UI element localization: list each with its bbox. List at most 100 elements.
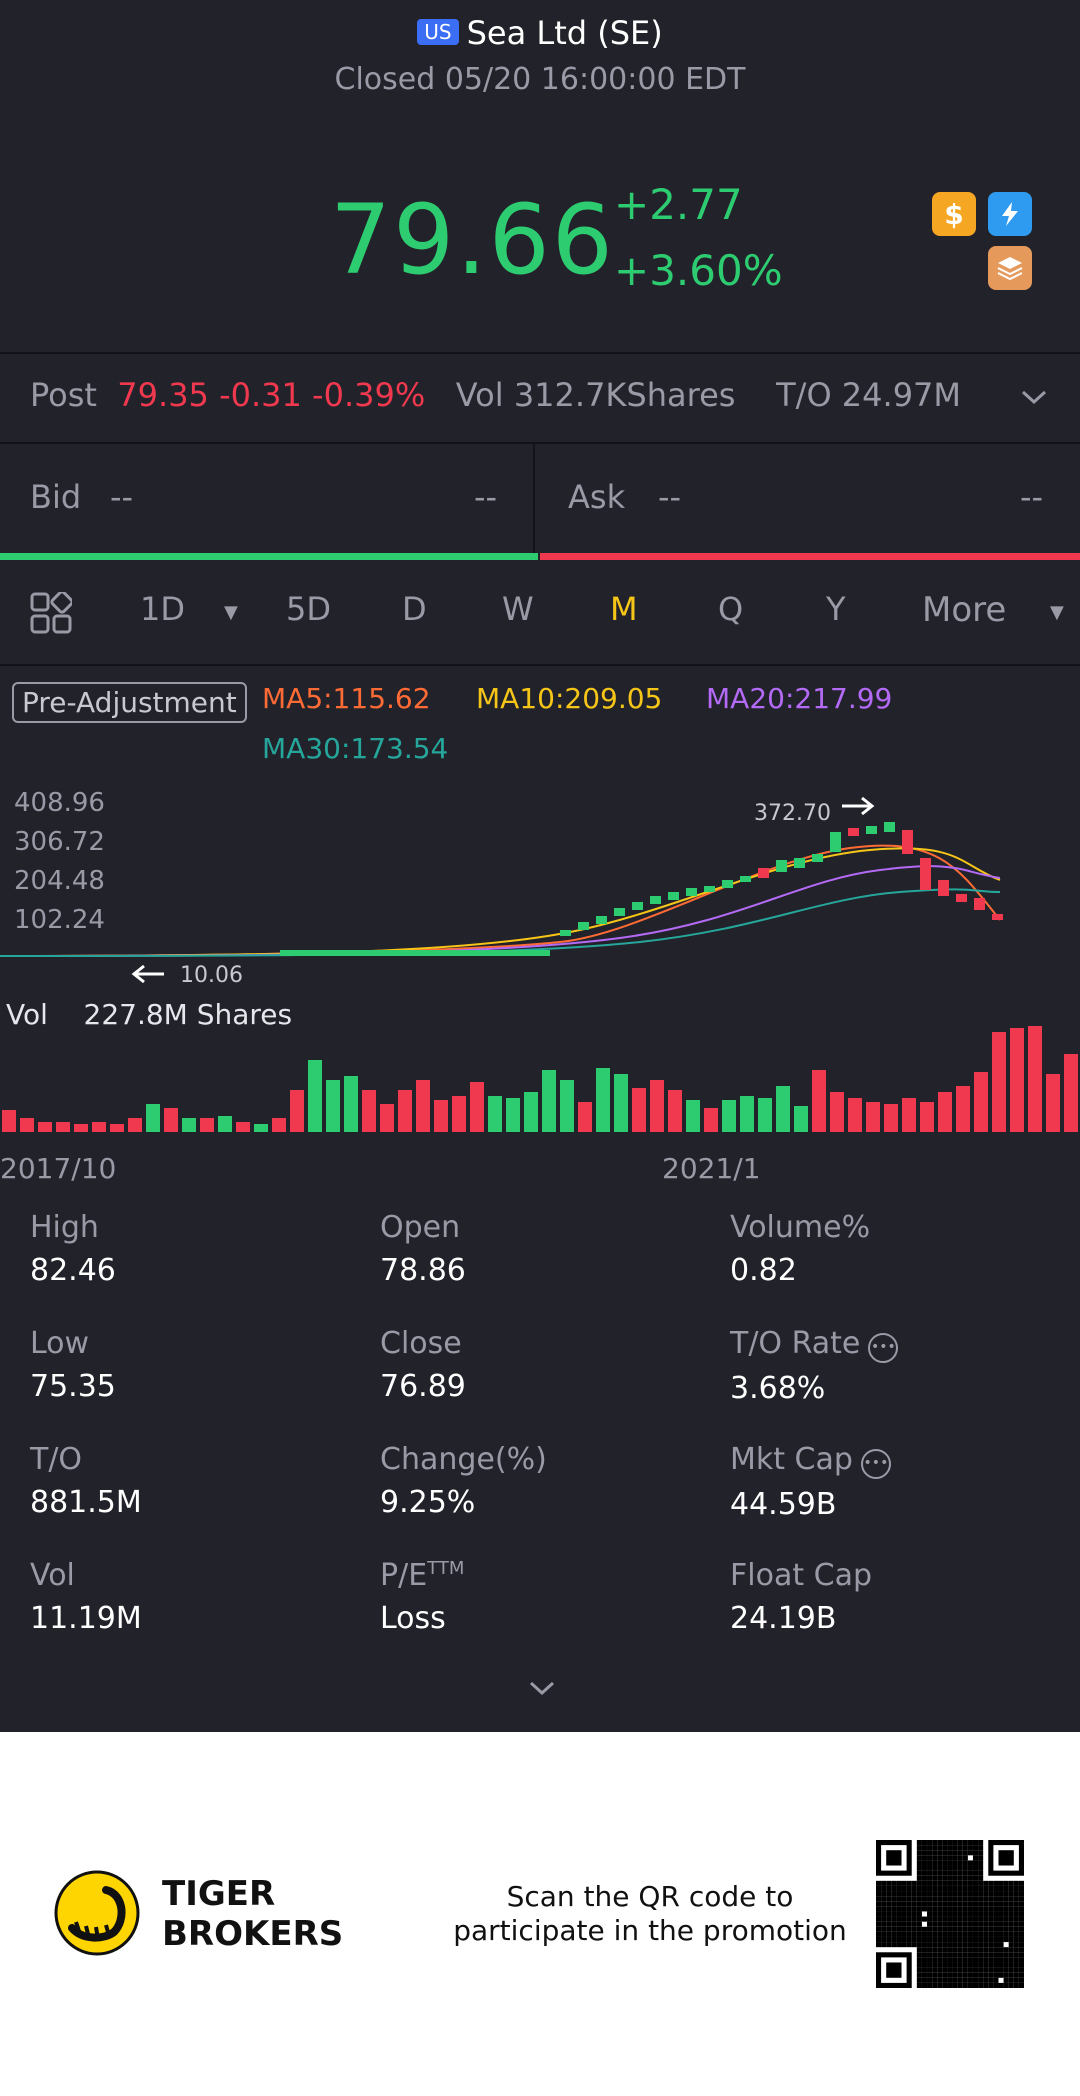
y-tick-label: 204.48 <box>14 866 105 896</box>
tab-year[interactable]: Y <box>826 590 846 628</box>
stat-value: 82.46 <box>30 1253 116 1288</box>
high-marker-label: 372.70 <box>754 801 831 826</box>
stat-value: 75.35 <box>30 1369 116 1404</box>
expand-chevron-icon[interactable] <box>528 1672 556 1705</box>
volume-bar <box>758 1098 772 1132</box>
volume-bar <box>218 1116 232 1132</box>
tab-1d[interactable]: 1D <box>140 590 185 628</box>
volume-bar <box>416 1080 430 1132</box>
flash-icon[interactable] <box>988 192 1032 236</box>
stat-value: Loss <box>380 1601 446 1636</box>
bid-size: -- <box>474 478 498 516</box>
y-tick-label: 408.96 <box>14 788 105 818</box>
candle <box>596 916 607 924</box>
ask-size: -- <box>1020 478 1044 516</box>
stat-volume-pct: Volume% 0.82 <box>730 1210 870 1288</box>
candle <box>280 950 550 956</box>
tab-more[interactable]: More <box>922 590 1007 630</box>
candle <box>812 854 823 862</box>
ask-label: Ask <box>568 478 626 516</box>
stat-value: 9.25% <box>380 1485 476 1520</box>
stat-label: T/O Rate <box>730 1326 861 1361</box>
ask-price: -- <box>658 478 682 516</box>
volume-bar <box>308 1060 322 1132</box>
promo-text: Scan the QR code to participate in the p… <box>440 1880 860 1948</box>
last-price: 79.66 <box>330 184 615 296</box>
volume-bar <box>38 1122 52 1132</box>
stat-label: Mkt Cap <box>730 1442 853 1477</box>
qr-code[interactable] <box>876 1840 1024 1988</box>
stat-close: Close 76.89 <box>380 1326 466 1404</box>
stat-label: Float Cap <box>730 1558 873 1593</box>
candle <box>956 894 967 902</box>
candle <box>758 868 769 878</box>
candle <box>578 922 589 930</box>
bid-strength-bar <box>0 553 538 560</box>
volume-bar <box>290 1090 304 1132</box>
volume-bar <box>110 1124 124 1132</box>
post-change-pct: -0.39% <box>312 376 426 414</box>
arrow-right-icon <box>842 796 875 816</box>
dollar-icon[interactable]: $ <box>932 192 976 236</box>
volume-bar <box>362 1090 376 1132</box>
brand-name: TIGER BROKERS <box>162 1874 343 1954</box>
brand-line: BROKERS <box>162 1914 344 1954</box>
volume-bar <box>650 1080 664 1132</box>
tab-5d[interactable]: 5D <box>286 590 331 628</box>
volume-bar <box>776 1086 790 1132</box>
promo-line: Scan the QR code to <box>506 1880 794 1913</box>
volume-bar <box>902 1098 916 1132</box>
tab-week[interactable]: W <box>502 590 534 628</box>
caret-down-icon[interactable]: ▼ <box>1050 602 1064 623</box>
volume-bar <box>1028 1026 1042 1132</box>
volume-bar <box>326 1080 340 1132</box>
caret-down-icon[interactable]: ▼ <box>224 602 238 623</box>
stat-vol: Vol 11.19M <box>30 1558 142 1636</box>
tab-month[interactable]: M <box>610 590 638 628</box>
adjustment-toggle[interactable]: Pre-Adjustment <box>12 682 247 723</box>
more-info-icon[interactable]: ••• <box>868 1333 899 1363</box>
stat-low: Low 75.35 <box>30 1326 116 1404</box>
more-info-icon[interactable]: ••• <box>860 1449 891 1479</box>
volume-bar <box>794 1106 808 1132</box>
promo-line: participate in the promotion <box>453 1914 847 1947</box>
volume-bar <box>92 1122 106 1132</box>
chevron-down-icon[interactable] <box>1020 380 1048 415</box>
candle <box>938 880 949 896</box>
volume-bar <box>938 1092 952 1132</box>
volume-bar <box>740 1096 754 1132</box>
volume-bar <box>596 1068 610 1132</box>
period-tabs: 1D ▼ 5D D W M Q Y More ▼ <box>0 590 1080 640</box>
ma5-line <box>0 844 1001 957</box>
bid-ask-divider <box>533 444 535 554</box>
y-tick-label: 306.72 <box>14 827 105 857</box>
volume-bar <box>128 1118 142 1132</box>
stat-value: 0.82 <box>730 1253 797 1288</box>
stat-high: High 82.46 <box>30 1210 116 1288</box>
price-chart[interactable]: 408.96 306.72 204.48 102.24 372.70 10.06… <box>0 770 1080 1190</box>
stat-value: 78.86 <box>380 1253 466 1288</box>
tab-quarter[interactable]: Q <box>718 590 744 628</box>
candle <box>722 880 733 888</box>
bid-label: Bid <box>30 478 82 516</box>
volume-bar <box>848 1098 862 1132</box>
price-change-pct: +3.60% <box>614 246 783 295</box>
stat-open: Open 78.86 <box>380 1210 466 1288</box>
volume-bar <box>668 1090 682 1132</box>
candle <box>776 860 787 872</box>
tab-day[interactable]: D <box>402 590 427 628</box>
stat-label: Volume% <box>730 1210 871 1245</box>
stat-label: Close <box>380 1326 462 1361</box>
volume-bar <box>2 1110 16 1132</box>
divider <box>0 442 1080 444</box>
layout-grid-icon[interactable] <box>30 590 74 642</box>
volume-bar <box>452 1096 466 1132</box>
ma20-label: MA20:217.99 <box>706 682 893 715</box>
candle <box>920 858 931 890</box>
candle <box>884 822 895 832</box>
layers-icon[interactable] <box>988 246 1032 290</box>
tiger-brokers-logo <box>54 1870 140 1956</box>
y-tick-label: 102.24 <box>14 905 105 935</box>
volume-bars <box>2 1026 1078 1132</box>
ma10-line <box>0 847 1001 957</box>
